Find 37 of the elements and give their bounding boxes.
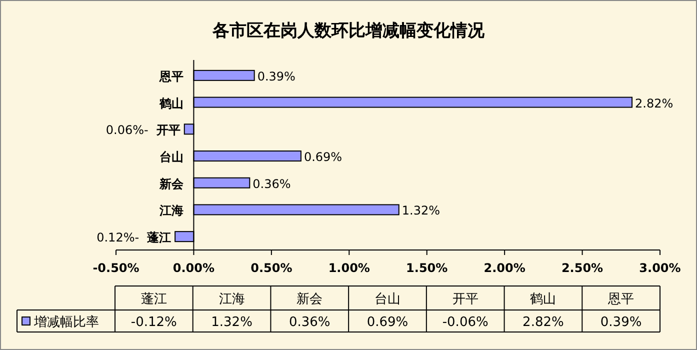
- y-tick-label: 江海: [158, 204, 184, 218]
- x-tick-label: 0.50%: [250, 261, 292, 275]
- chart-title: 各市区在岗人数环比增减幅变化情况: [212, 21, 486, 41]
- text: -0.12%: [130, 315, 177, 330]
- annotation: 0.06%-: [106, 123, 148, 138]
- y-tick-label: 新会: [158, 176, 185, 191]
- text: 1.32%: [211, 315, 252, 330]
- text: 0.39%: [600, 315, 642, 330]
- text: 2.82%: [522, 315, 564, 330]
- data-label: 2.82%: [635, 96, 674, 110]
- x-tick-label: 1.00%: [328, 261, 370, 275]
- category-label: 蓬江: [140, 292, 167, 307]
- category-label: 江海: [218, 292, 245, 307]
- category-label: 恩平: [608, 292, 634, 307]
- legend-label: 增减幅比率: [33, 314, 99, 330]
- x-tick-label: 1.50%: [406, 261, 448, 275]
- text: 0.36%: [288, 315, 330, 330]
- x-tick-label: -0.50%: [92, 261, 140, 275]
- text: 0.69%: [366, 315, 408, 330]
- y-tick-label: 恩平: [158, 69, 184, 84]
- data-label: 1.32%: [402, 204, 440, 218]
- category-label: 新会: [296, 292, 323, 307]
- y-tick-label: 台山: [160, 150, 184, 164]
- data-label: 0.39%: [257, 69, 296, 84]
- x-tick-label: 2.50%: [561, 261, 604, 275]
- data-label: 0.36%: [252, 176, 291, 191]
- data-label: 0.69%: [304, 150, 342, 164]
- category-label: 鹤山: [530, 292, 556, 307]
- x-tick-label: 2.00%: [484, 261, 526, 275]
- x-tick-label: 0.00%: [172, 261, 215, 275]
- category-label: 开平: [452, 292, 478, 307]
- annotation: 0.12%-: [96, 230, 140, 245]
- text: -0.06%: [442, 315, 488, 330]
- x-tick-label: 3.00%: [639, 261, 681, 275]
- y-tick-label: 鹤山: [158, 96, 184, 110]
- category-label: 台山: [374, 292, 400, 307]
- y-tick-label: 开平: [155, 123, 180, 138]
